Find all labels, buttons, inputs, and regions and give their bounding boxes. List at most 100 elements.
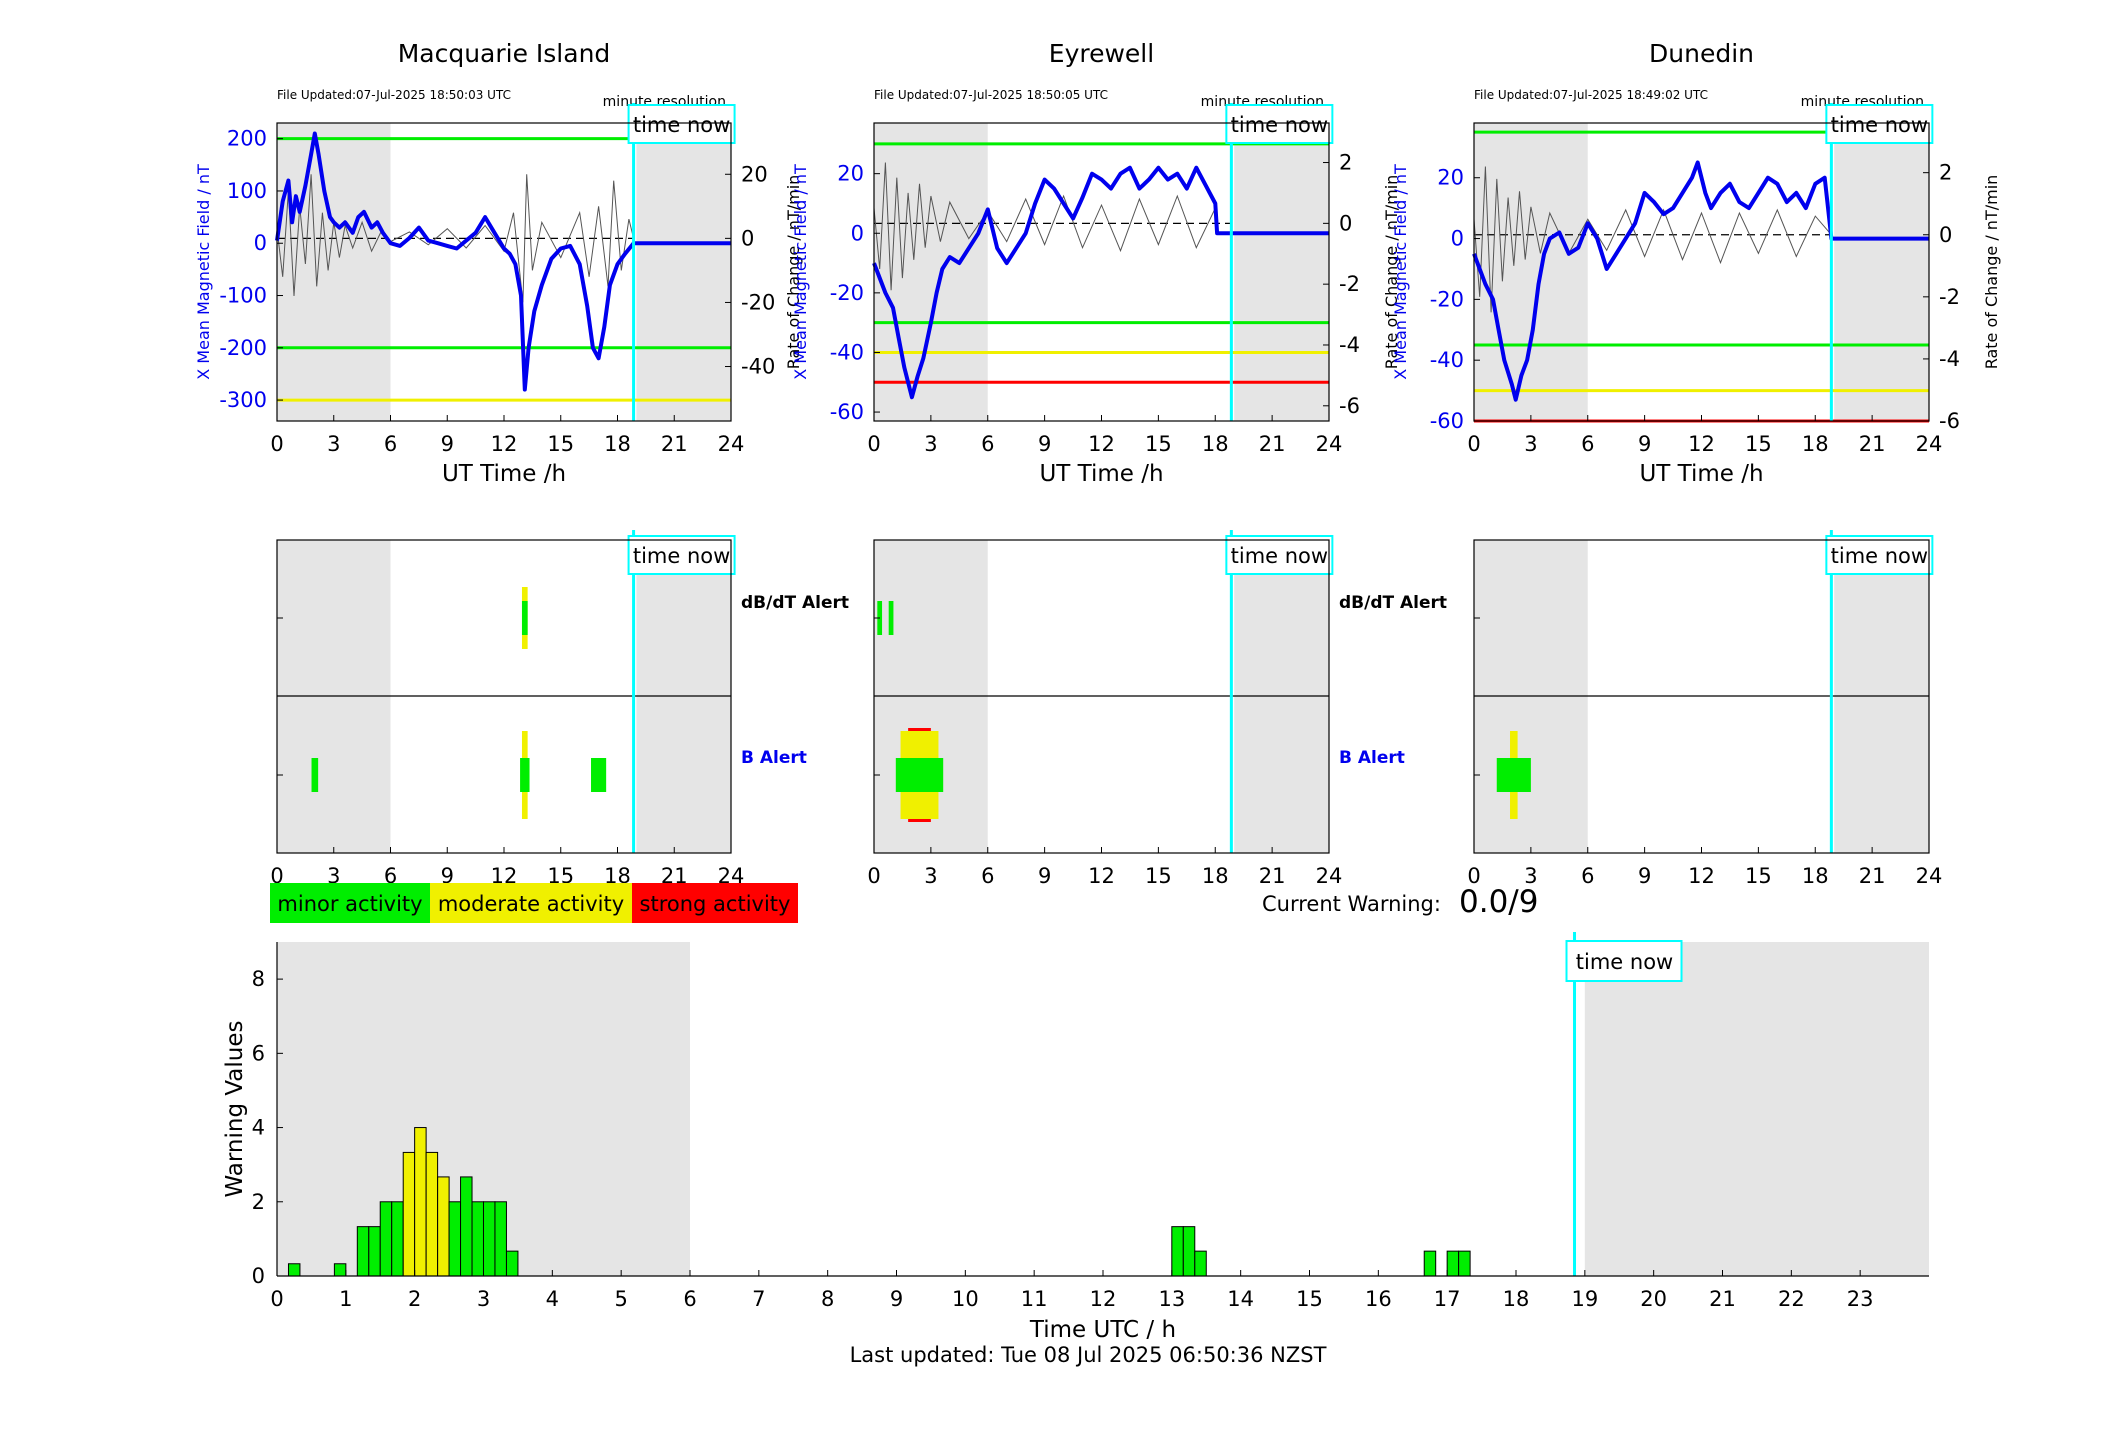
legend-moderate-label: moderate activity xyxy=(438,892,624,916)
warning-bar xyxy=(437,1176,450,1277)
warning-bar xyxy=(494,1201,507,1277)
left-axis-label: X Mean Magnetic Field / nT xyxy=(1391,164,1410,380)
right-tick-label: -2 xyxy=(1939,285,1960,309)
x-tick-label: 15 xyxy=(547,432,574,456)
warning-bar xyxy=(391,1201,404,1277)
right-tick-label: 0 xyxy=(1939,223,1952,247)
warning-bar xyxy=(471,1201,485,1277)
activity-legend: minor activity moderate activity strong … xyxy=(270,883,798,923)
y-tick-label: 2 xyxy=(252,1190,265,1214)
current-warning-value: 0.0/9 xyxy=(1459,884,1538,920)
time-now-box xyxy=(1825,104,1934,144)
left-tick-label: 20 xyxy=(837,162,864,186)
x-tick-label: 3 xyxy=(327,432,340,456)
station-title: Macquarie Island xyxy=(398,39,611,68)
x-tick-label: 0 xyxy=(270,864,283,888)
b-alert-bar xyxy=(591,758,607,792)
time-now-label: time now xyxy=(633,113,730,137)
right-tick-label: 20 xyxy=(741,162,768,186)
night-band xyxy=(874,123,988,421)
x-tick-label: 3 xyxy=(1524,864,1537,888)
warning-bar xyxy=(414,1127,427,1277)
right-tick-label: 2 xyxy=(1339,151,1352,175)
legend-minor-swatch xyxy=(270,883,430,923)
file-updated: File Updated:07-Jul-2025 18:50:05 UTC xyxy=(874,88,1108,102)
x-tick-label: 6 xyxy=(1581,432,1594,456)
right-tick-label: -4 xyxy=(1339,333,1360,357)
warning-bar xyxy=(287,1263,301,1277)
warning-bar xyxy=(505,1250,519,1277)
file-updated: File Updated:07-Jul-2025 18:50:03 UTC xyxy=(277,88,511,102)
x-tick-label: 21 xyxy=(1709,1287,1736,1311)
warning-bar xyxy=(448,1201,462,1277)
y-tick-label: 0 xyxy=(252,1264,265,1288)
x-tick-label: 3 xyxy=(924,864,937,888)
x-tick-label: 3 xyxy=(327,864,340,888)
y-tick-label: 8 xyxy=(252,967,265,991)
left-tick-label: -60 xyxy=(1430,409,1464,433)
x-tick-label: 21 xyxy=(1259,432,1286,456)
alert-panel-1: time now 0 3 6 9 12 15 18 21 24 dB/dT Alert B Alert xyxy=(867,530,1447,888)
right-axis-label: Rate of Change / nT/min xyxy=(1382,175,1401,370)
night-band xyxy=(636,123,731,421)
x-axis-label: Time UTC / h xyxy=(1029,1317,1176,1343)
magnetic-field-series xyxy=(872,165,1329,400)
station-panel-1: Eyrewell File Updated:07-Jul-2025 18:50:0… xyxy=(791,39,1401,487)
left-tick-label: 0 xyxy=(254,231,267,255)
x-tick-label: 6 xyxy=(981,864,994,888)
magnetic-field-series xyxy=(1472,160,1929,402)
x-tick-label: 8 xyxy=(821,1287,834,1311)
right-tick-label: 0 xyxy=(741,226,754,250)
y-tick-label: 4 xyxy=(252,1116,265,1140)
last-updated: Last updated: Tue 08 Jul 2025 06:50:36 N… xyxy=(850,1343,1327,1367)
legend-moderate-swatch xyxy=(430,883,632,923)
x-tick-label: 6 xyxy=(683,1287,696,1311)
x-axis-label: UT Time /h xyxy=(442,461,566,487)
x-tick-label: 7 xyxy=(752,1287,765,1311)
x-tick-label: 15 xyxy=(1145,864,1172,888)
x-tick-label: 18 xyxy=(1202,864,1229,888)
b-alert-label: B Alert xyxy=(741,748,807,768)
warning-bar xyxy=(425,1151,439,1277)
y-tick-label: 6 xyxy=(252,1041,265,1065)
x-tick-label: 23 xyxy=(1847,1287,1874,1311)
time-now-label: time now xyxy=(1831,113,1928,137)
b-alert-bar xyxy=(895,758,944,792)
warning-bar xyxy=(1182,1226,1196,1277)
station-title: Dunedin xyxy=(1649,39,1754,68)
time-now-label: time now xyxy=(1231,113,1328,137)
x-tick-label: 9 xyxy=(1638,432,1651,456)
x-tick-label: 0 xyxy=(1467,432,1480,456)
left-tick-label: 0 xyxy=(1451,227,1464,251)
warning-bar xyxy=(368,1226,381,1277)
x-axis-label: UT Time /h xyxy=(1639,461,1763,487)
x-tick-label: 21 xyxy=(1859,432,1886,456)
right-tick-label: -20 xyxy=(741,290,775,314)
warning-bar xyxy=(1423,1250,1437,1277)
x-tick-label: 12 xyxy=(1688,864,1715,888)
x-tick-label: 12 xyxy=(1688,432,1715,456)
x-tick-label: 0 xyxy=(270,432,283,456)
y-axis-label: Warning Values xyxy=(222,1020,248,1197)
rate-of-change-series xyxy=(276,174,635,303)
warning-bar xyxy=(482,1201,496,1277)
x-tick-label: 24 xyxy=(1316,864,1343,888)
x-tick-label: 9 xyxy=(441,864,454,888)
x-tick-label: 12 xyxy=(1090,1287,1117,1311)
x-tick-label: 19 xyxy=(1571,1287,1598,1311)
left-tick-label: -60 xyxy=(830,400,864,424)
x-tick-label: 16 xyxy=(1365,1287,1392,1311)
dbdt-alert-bar xyxy=(521,601,528,635)
warning-bar xyxy=(1446,1250,1460,1277)
left-tick-label: 200 xyxy=(227,127,267,151)
magnetic-field-series xyxy=(275,131,731,392)
x-tick-label: 3 xyxy=(477,1287,490,1311)
time-now-box xyxy=(627,104,736,144)
x-tick-label: 22 xyxy=(1778,1287,1805,1311)
warning-bar xyxy=(333,1263,347,1277)
left-tick-label: 20 xyxy=(1437,166,1464,190)
x-tick-label: 6 xyxy=(384,432,397,456)
left-tick-label: -20 xyxy=(1430,287,1464,311)
x-tick-label: 21 xyxy=(1859,864,1886,888)
